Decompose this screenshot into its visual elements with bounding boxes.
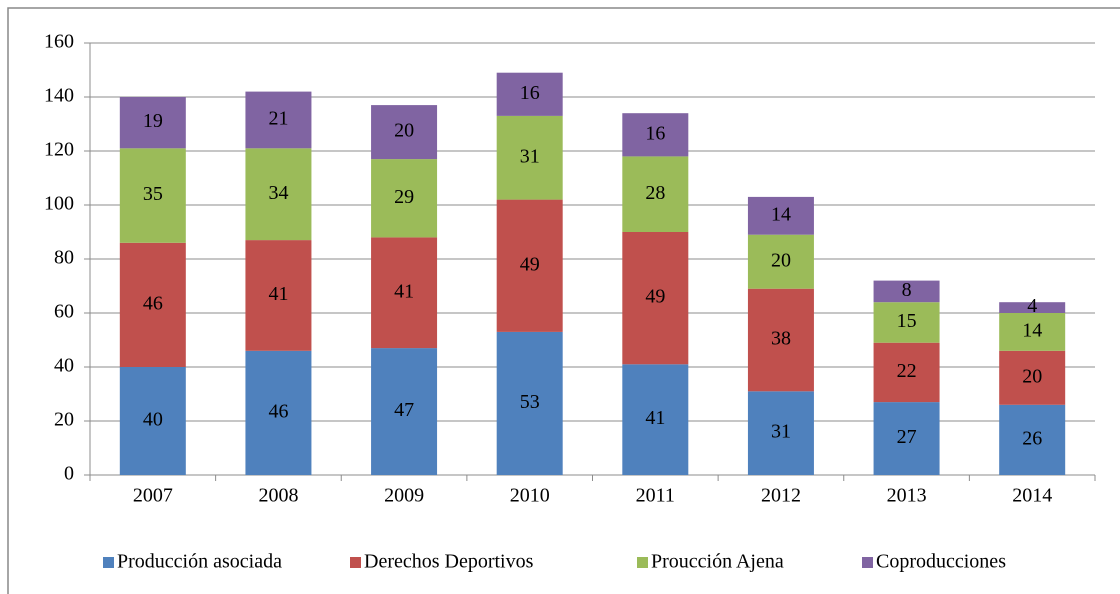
chart-frame <box>7 7 1120 594</box>
data-label: 49 <box>520 253 540 275</box>
legend-label: Derechos Deportivos <box>364 551 534 573</box>
data-label: 16 <box>645 122 665 144</box>
y-tick-label: 160 <box>44 31 74 53</box>
data-label: 20 <box>394 120 414 142</box>
legend-swatch <box>637 557 648 568</box>
data-label: 16 <box>520 82 540 104</box>
bar-segment <box>245 240 312 351</box>
data-label: 14 <box>1022 319 1042 341</box>
data-label: 41 <box>394 280 414 302</box>
bar-segment <box>245 148 312 241</box>
y-tick-label: 60 <box>54 301 74 323</box>
bar-segment <box>999 313 1066 351</box>
bar-segment <box>622 232 689 365</box>
bar-segment <box>119 242 186 367</box>
data-label: 53 <box>520 391 540 413</box>
data-label: 29 <box>394 186 414 208</box>
data-label: 20 <box>1022 365 1042 387</box>
legend-swatch <box>862 557 873 568</box>
bar-segment <box>999 404 1066 475</box>
data-label: 20 <box>771 249 791 271</box>
x-tick-label: 2010 <box>510 485 550 507</box>
data-label: 15 <box>897 310 917 332</box>
bar-segment <box>747 196 814 235</box>
data-label: 35 <box>143 183 163 205</box>
legend-label: Proucción Ajena <box>651 551 784 573</box>
data-label: 14 <box>771 203 791 225</box>
bar-segment <box>496 331 563 475</box>
data-label: 31 <box>771 421 791 443</box>
bar-segment <box>371 237 438 349</box>
data-label: 4 <box>1027 295 1037 317</box>
bar-segment <box>119 367 186 475</box>
data-label: 41 <box>645 407 665 429</box>
bar-segment <box>245 91 312 149</box>
data-label: 21 <box>268 108 288 130</box>
data-label: 26 <box>1022 427 1042 449</box>
bar-segment <box>873 402 940 475</box>
bar-segment <box>747 288 814 392</box>
data-label: 8 <box>902 279 912 301</box>
bar-segment <box>371 159 438 238</box>
bar-segment <box>119 148 186 243</box>
data-label: 38 <box>771 328 791 350</box>
bar-segment <box>999 302 1066 313</box>
data-label: 27 <box>897 426 917 448</box>
data-label: 19 <box>143 110 163 132</box>
data-label: 31 <box>520 145 540 167</box>
data-label: 47 <box>394 399 414 421</box>
y-tick-label: 100 <box>44 193 74 215</box>
bar-segment <box>622 156 689 232</box>
data-label: 34 <box>268 182 288 204</box>
data-label: 49 <box>645 286 665 308</box>
x-tick-label: 2009 <box>384 485 424 507</box>
y-tick-label: 80 <box>54 247 74 269</box>
bar-segment <box>245 350 312 475</box>
x-tick-label: 2013 <box>887 485 927 507</box>
legend-swatch <box>103 557 114 568</box>
data-label: 46 <box>268 400 288 422</box>
y-tick-label: 120 <box>44 139 74 161</box>
bar-segment <box>496 72 563 116</box>
bar-segment <box>999 350 1066 405</box>
data-label: 28 <box>645 182 665 204</box>
data-label: 41 <box>268 283 288 305</box>
x-tick-label: 2014 <box>1012 485 1052 507</box>
bar-segment <box>496 115 563 200</box>
legend-swatch <box>350 557 361 568</box>
x-tick-label: 2011 <box>636 485 675 507</box>
bar-segment <box>747 234 814 289</box>
y-tick-label: 140 <box>44 85 74 107</box>
y-tick-label: 40 <box>54 355 74 377</box>
legend-label: Producción asociada <box>117 551 282 573</box>
x-tick-label: 2012 <box>761 485 801 507</box>
data-label: 40 <box>143 409 163 431</box>
bar-segment <box>371 105 438 160</box>
x-tick-label: 2008 <box>258 485 298 507</box>
bar-segment <box>371 348 438 475</box>
data-label: 22 <box>897 360 917 382</box>
bar-segment <box>747 391 814 475</box>
x-tick-label: 2007 <box>133 485 173 507</box>
bar-segment <box>873 342 940 403</box>
bar-segment <box>119 97 186 149</box>
data-label: 46 <box>143 292 163 314</box>
y-tick-label: 20 <box>54 409 74 431</box>
bar-segment <box>873 302 940 343</box>
legend-label: Coproducciones <box>876 551 1006 573</box>
bar-segment <box>873 280 940 303</box>
bar-segment <box>622 364 689 475</box>
bar-segment <box>622 113 689 157</box>
y-tick-label: 0 <box>64 463 74 485</box>
bar-segment <box>496 199 563 332</box>
